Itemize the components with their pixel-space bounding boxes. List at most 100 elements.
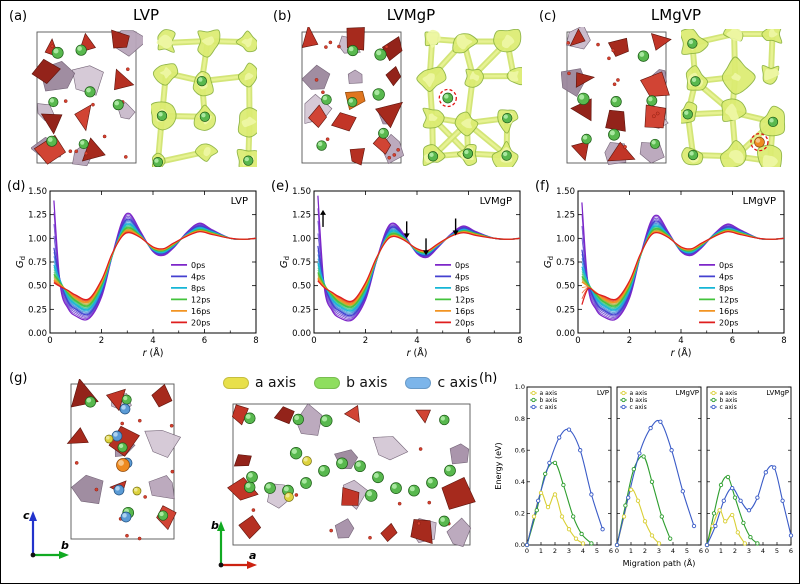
svg-text:a axis: a axis [540, 390, 558, 397]
svg-text:4: 4 [150, 336, 155, 346]
panel-tag-c: (c) [539, 9, 557, 24]
svg-text:a axis: a axis [720, 390, 738, 397]
svg-text:Migration path (Å): Migration path (Å) [623, 557, 696, 568]
svg-text:16ps: 16ps [191, 307, 210, 316]
axis-origin-dot [30, 552, 36, 558]
svg-text:Gd: Gd [543, 256, 555, 268]
svg-text:1.25: 1.25 [292, 211, 311, 221]
svg-text:LMgVP: LMgVP [743, 196, 776, 207]
a-axis-label: a [249, 549, 256, 562]
svg-text:0.00: 0.00 [556, 329, 575, 339]
svg-text:8: 8 [517, 336, 522, 346]
panel-title-lmgvp: LMgVP [650, 6, 702, 24]
svg-text:1.0: 1.0 [515, 383, 525, 391]
svg-text:5: 5 [685, 547, 689, 555]
svg-text:a axis: a axis [630, 390, 648, 397]
panel-tag-d: (d) [7, 179, 26, 194]
svg-text:6: 6 [730, 336, 735, 346]
c-axis-legend-label: c axis [437, 375, 478, 391]
gd-chart-lvmgp: 0 2 4 6 8 0.00 0.25 0.50 0.75 1.00 1.25 1.50 LVMgP 0p… [279, 187, 523, 359]
svg-text:0ps: 0ps [191, 261, 205, 270]
svg-text:r (Å): r (Å) [407, 347, 428, 359]
svg-text:0.50: 0.50 [292, 282, 311, 292]
panel-tag-g: (g) [9, 371, 28, 386]
gd-chart-lmgvp: 0 2 4 6 8 0.00 0.25 0.50 0.75 1.00 1.25 1.50 LMgVP 0p… [543, 187, 787, 359]
svg-text:0.50: 0.50 [28, 282, 47, 292]
li-isosurface-lvp [151, 29, 257, 167]
svg-text:0: 0 [311, 336, 316, 346]
svg-text:LMgVP: LMgVP [676, 389, 699, 397]
svg-text:16ps: 16ps [719, 307, 738, 316]
svg-text:3: 3 [747, 547, 751, 555]
panel-tag-a: (a) [9, 9, 28, 24]
svg-text:c axis: c axis [720, 404, 737, 411]
migration-structure-c-axis-view [66, 379, 181, 541]
svg-text:1.50: 1.50 [556, 187, 575, 197]
svg-text:b axis: b axis [540, 397, 558, 404]
gd-chart-lvp: 0 2 4 6 8 0.00 0.25 0.50 0.75 1.00 1.25 1.50 LVP 0ps 4… [15, 187, 259, 359]
svg-text:8ps: 8ps [191, 284, 205, 293]
svg-text:b axis: b axis [630, 397, 648, 404]
svg-text:0: 0 [47, 336, 52, 346]
svg-text:6: 6 [202, 336, 207, 346]
b-axis-swatch [314, 377, 341, 389]
svg-text:1.00: 1.00 [556, 234, 575, 244]
svg-text:12ps: 12ps [191, 295, 210, 304]
b-axis-label: b [61, 539, 69, 552]
svg-text:4ps: 4ps [455, 272, 469, 281]
svg-text:1: 1 [629, 547, 633, 555]
svg-text:6: 6 [609, 547, 613, 555]
panel-tag-f: (f) [535, 179, 550, 194]
b-axis-arrow [33, 551, 69, 559]
crystal-structure-lmgvp [561, 27, 672, 165]
svg-text:Energy (eV): Energy (eV) [494, 442, 503, 489]
svg-text:LVP: LVP [597, 389, 609, 397]
svg-text:0.4: 0.4 [515, 478, 525, 486]
a-axis-legend-label: a axis [255, 375, 297, 391]
svg-text:r (Å): r (Å) [671, 347, 692, 359]
svg-text:3: 3 [567, 547, 571, 555]
c-axis-label: c [23, 509, 30, 522]
svg-text:2: 2 [627, 336, 632, 346]
svg-text:6: 6 [789, 547, 793, 555]
svg-text:r (Å): r (Å) [143, 347, 164, 359]
svg-text:8ps: 8ps [719, 284, 733, 293]
panel-tag-b: (b) [273, 9, 292, 24]
svg-text:b axis: b axis [720, 397, 738, 404]
svg-text:2: 2 [643, 547, 647, 555]
svg-text:5: 5 [775, 547, 779, 555]
svg-text:2: 2 [363, 336, 368, 346]
svg-text:2: 2 [99, 336, 104, 346]
legend-item-a-axis: a axis [223, 375, 296, 391]
svg-text:0.8: 0.8 [515, 415, 525, 423]
svg-text:0.75: 0.75 [292, 258, 311, 268]
legend-item-b-axis: b axis [314, 375, 387, 391]
svg-text:0.6: 0.6 [515, 446, 525, 454]
svg-text:1: 1 [539, 547, 543, 555]
svg-text:20ps: 20ps [191, 318, 210, 327]
svg-text:c axis: c axis [540, 404, 557, 411]
svg-text:8: 8 [781, 336, 786, 346]
li-isosurface-lmgvp [681, 29, 786, 167]
svg-text:4ps: 4ps [191, 272, 205, 281]
svg-text:4: 4 [671, 547, 675, 555]
svg-text:0ps: 0ps [719, 261, 733, 270]
svg-text:1.00: 1.00 [292, 234, 311, 244]
svg-text:4: 4 [678, 336, 683, 346]
svg-text:1.00: 1.00 [28, 234, 47, 244]
svg-text:0.75: 0.75 [556, 258, 575, 268]
svg-text:LVMgP: LVMgP [480, 196, 512, 207]
axis-color-legend: a axis b axis c axis [223, 375, 478, 391]
svg-text:0.25: 0.25 [556, 305, 575, 315]
svg-text:4: 4 [414, 336, 419, 346]
crystal-structure-lvp [31, 29, 143, 167]
panel-title-lvp: LVP [132, 6, 159, 24]
svg-text:0: 0 [705, 547, 709, 555]
crystal-structure-lvmgp [301, 27, 405, 166]
axis-origin-dot [218, 562, 224, 568]
svg-text:6: 6 [466, 336, 471, 346]
svg-text:1.50: 1.50 [292, 187, 311, 197]
svg-text:Gd: Gd [279, 256, 291, 268]
migration-structure-b-axis-view [227, 403, 476, 547]
